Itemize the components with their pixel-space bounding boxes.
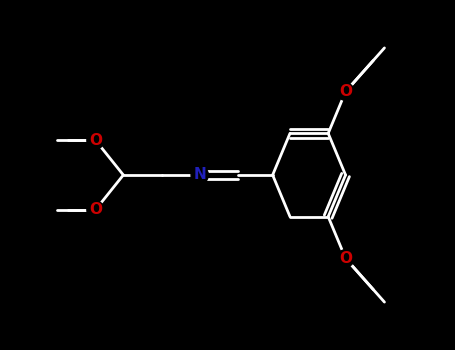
- Circle shape: [191, 166, 208, 184]
- Circle shape: [337, 250, 354, 267]
- Text: N: N: [193, 168, 206, 182]
- Text: O: O: [339, 251, 352, 266]
- Circle shape: [87, 201, 104, 218]
- Circle shape: [337, 83, 354, 100]
- Text: O: O: [89, 202, 102, 217]
- Circle shape: [87, 132, 104, 149]
- Text: O: O: [339, 84, 352, 99]
- Text: O: O: [89, 133, 102, 148]
